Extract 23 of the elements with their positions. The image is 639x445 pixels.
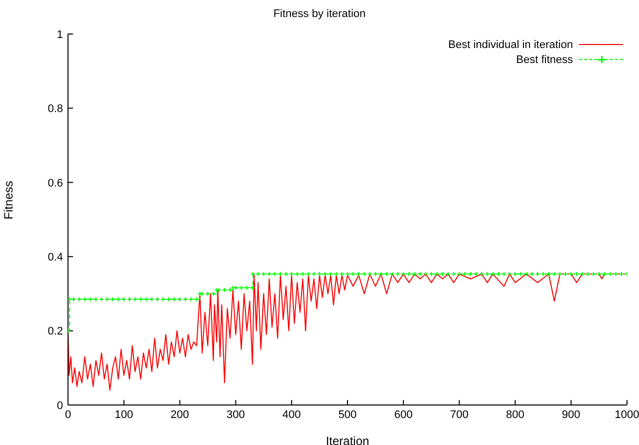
line-series xyxy=(68,274,627,391)
legend-label: Best individual in iteration xyxy=(448,38,573,50)
x-tick-label: 200 xyxy=(170,408,189,421)
chart-title: Fitness by iteration xyxy=(272,8,367,20)
y-tick-label: 0 xyxy=(56,400,63,412)
x-axis-title: Iteration xyxy=(326,434,370,445)
x-tick-label: 100 xyxy=(114,408,134,421)
y-tick-label: 0.6 xyxy=(48,177,63,190)
x-tick-label: 500 xyxy=(338,408,357,421)
x-tick-label: 900 xyxy=(562,408,580,421)
y-tick-label: 1 xyxy=(56,28,63,41)
y-tick-label: 0.4 xyxy=(48,252,63,264)
y-tick-label: 0.8 xyxy=(48,103,63,116)
x-tick-label: 800 xyxy=(506,408,524,421)
y-tick-label: 0.2 xyxy=(48,326,63,338)
x-tick-label: 300 xyxy=(226,408,245,421)
x-tick-label: 700 xyxy=(450,408,468,421)
x-tick-label: 0 xyxy=(64,408,72,421)
legend-label: Best fitness xyxy=(516,54,573,66)
x-tick-label: 600 xyxy=(394,408,413,421)
x-tick-label: 400 xyxy=(282,408,301,421)
y-axis-title: Fitness xyxy=(1,180,16,220)
x-tick-label: 1000 xyxy=(614,408,639,421)
